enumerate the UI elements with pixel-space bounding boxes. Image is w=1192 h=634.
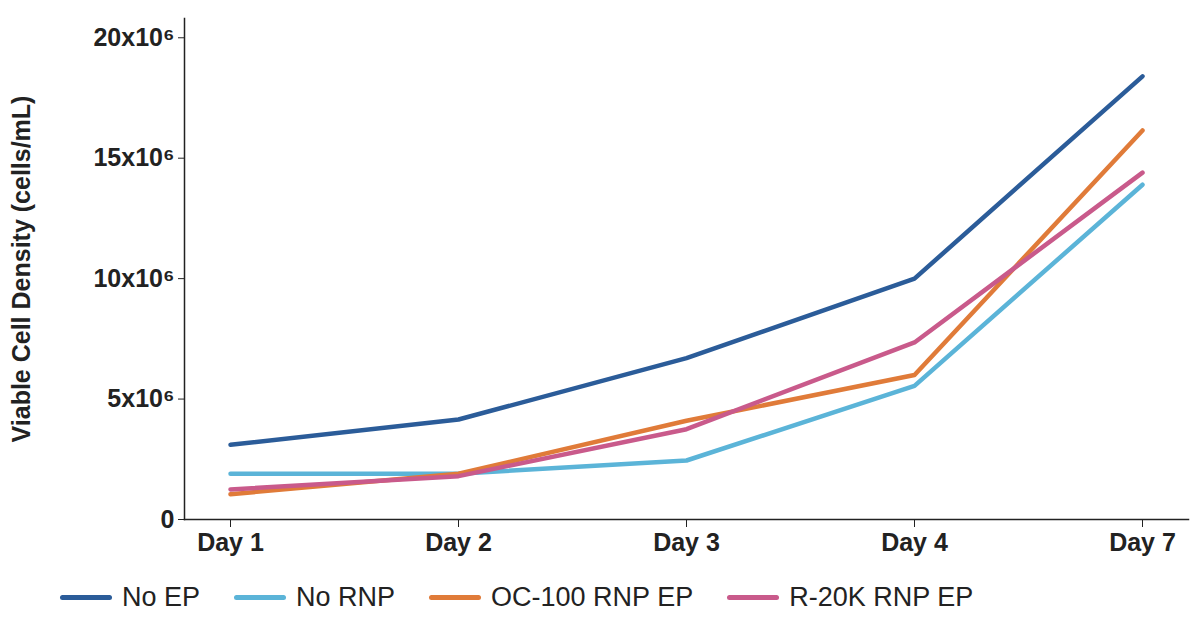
svg-text:Day 7: Day 7 [1109,528,1176,556]
svg-text:20x10⁶: 20x10⁶ [93,23,174,51]
svg-text:5x10⁶: 5x10⁶ [107,384,174,412]
svg-text:Day 2: Day 2 [425,528,492,556]
svg-text:Day 4: Day 4 [881,528,948,556]
html-text:R-20K RNP EP: R-20K RNP EP [789,582,974,612]
html-text:No RNP: No RNP [296,582,396,612]
svg-text:Day 1: Day 1 [197,528,264,556]
svg-text:15x10⁶: 15x10⁶ [93,143,174,171]
html-text:No EP: No EP [122,582,200,612]
svg-text:0: 0 [161,505,175,533]
svg-text:Day 3: Day 3 [653,528,720,556]
html-text:OC-100 RNP EP: OC-100 RNP EP [491,582,694,612]
svg-text:Viable Cell Density (cells/mL): Viable Cell Density (cells/mL) [7,96,35,443]
svg-text:10x10⁶: 10x10⁶ [93,264,174,292]
